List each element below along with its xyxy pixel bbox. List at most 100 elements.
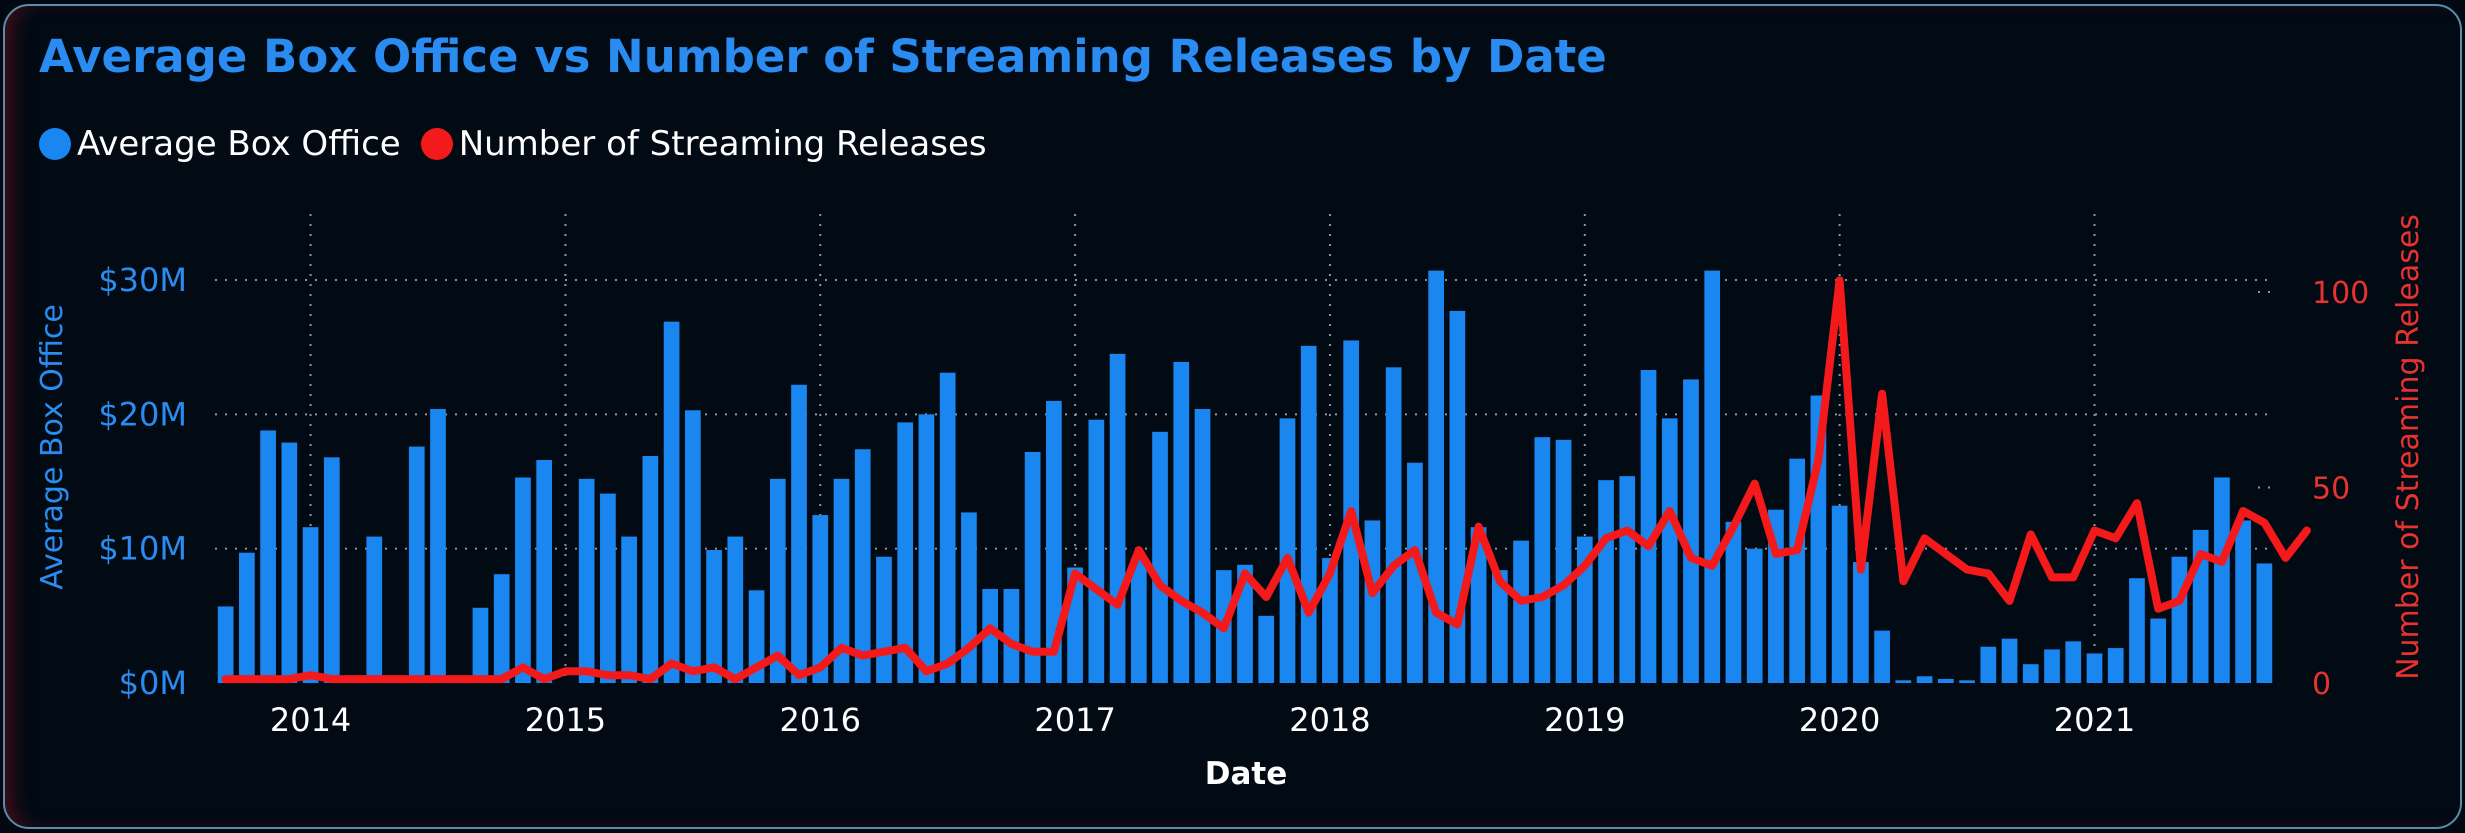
line-point[interactable] [1687,554,1694,561]
bar[interactable] [1555,439,1572,683]
bar[interactable] [2001,638,2018,683]
line-point[interactable] [477,676,484,683]
bar[interactable] [961,512,977,683]
line-point[interactable] [1730,523,1737,530]
line-point[interactable] [2218,558,2225,565]
bar[interactable] [2086,653,2103,683]
line-point[interactable] [1157,582,1164,589]
line-point[interactable] [222,676,229,683]
line-point[interactable] [1836,277,1843,284]
line-point[interactable] [1135,547,1142,554]
line-point[interactable] [689,668,696,675]
bar[interactable] [1916,676,1933,683]
bar[interactable] [1661,418,1678,683]
bar[interactable] [2022,664,2039,683]
line-point[interactable] [1772,550,1779,557]
line-point[interactable] [859,652,866,659]
bar[interactable] [281,442,298,683]
line-point[interactable] [1029,648,1036,655]
bar[interactable] [1683,379,1699,683]
line-point[interactable] [2240,507,2247,514]
line-point[interactable] [265,676,272,683]
line-point[interactable] [1263,593,1270,600]
line-point[interactable] [774,652,781,659]
bar[interactable] [430,408,446,683]
line-point[interactable] [2006,597,2013,604]
line-point[interactable] [647,676,654,683]
line-point[interactable] [1518,597,1525,604]
bar[interactable] [1109,353,1126,683]
legend-item-average-box-office[interactable]: Average Box Office [39,124,401,164]
line-point[interactable] [1008,640,1015,647]
bar[interactable] [1088,419,1105,683]
bar[interactable] [1130,558,1147,683]
line-point[interactable] [753,664,760,671]
bar[interactable] [2256,563,2273,683]
bar[interactable] [982,588,999,683]
bar[interactable] [897,422,914,683]
bar[interactable] [1046,400,1062,683]
line-point[interactable] [2155,605,2162,612]
line-point[interactable] [1454,621,1461,628]
bar[interactable] [812,515,829,683]
bar[interactable] [1959,680,1975,683]
line-point[interactable] [923,668,930,675]
line-point[interactable] [711,664,718,671]
bar[interactable] [366,536,383,683]
bar[interactable] [1322,558,1338,683]
line-point[interactable] [1305,609,1312,616]
line-point[interactable] [286,676,293,683]
line-point[interactable] [1857,566,1864,573]
bar[interactable] [408,446,425,683]
bar[interactable] [876,556,892,683]
line-point[interactable] [371,676,378,683]
bar[interactable] [2235,520,2252,683]
bar[interactable] [1534,437,1551,683]
line-point[interactable] [880,648,887,655]
bar[interactable] [1003,588,1020,683]
line-point[interactable] [1475,523,1482,530]
bar[interactable] [1598,480,1614,683]
bar[interactable] [1874,630,1890,683]
line-point[interactable] [1072,570,1079,577]
line-point[interactable] [1921,535,1928,542]
bar[interactable] [1300,345,1317,683]
bar[interactable] [578,478,595,683]
bar[interactable] [493,574,510,683]
line-point[interactable] [2027,531,2034,538]
bar[interactable] [1831,505,1848,683]
bar[interactable] [2107,648,2124,683]
line-point[interactable] [1879,390,1886,397]
legend-item-streaming-releases[interactable]: Number of Streaming Releases [420,124,987,164]
bar[interactable] [1491,570,1508,683]
line-point[interactable] [944,660,951,667]
bar[interactable] [2214,477,2230,683]
bar[interactable] [260,430,276,683]
bar[interactable] [706,550,722,683]
line-point[interactable] [1985,570,1992,577]
line-point[interactable] [434,676,441,683]
line-point[interactable] [2049,574,2056,581]
bar[interactable] [217,606,234,683]
line-point[interactable] [2303,527,2310,534]
bar[interactable] [1407,462,1423,683]
line-point[interactable] [1093,586,1100,593]
bar[interactable] [1258,615,1275,683]
line-point[interactable] [1751,480,1758,487]
line-point[interactable] [1942,550,1949,557]
line-point[interactable] [1369,590,1376,597]
line-point[interactable] [1560,582,1567,589]
line-point[interactable] [307,672,314,679]
line-point[interactable] [1794,547,1801,554]
bar[interactable] [854,449,871,683]
bar[interactable] [791,384,807,683]
line-point[interactable] [2197,550,2204,557]
bar[interactable] [1937,678,1954,683]
line-point[interactable] [350,676,357,683]
bar[interactable] [302,527,319,683]
bar[interactable] [600,493,616,683]
line-point[interactable] [965,644,972,651]
line-point[interactable] [392,676,399,683]
bar[interactable] [1152,431,1168,683]
line-point[interactable] [604,672,611,679]
